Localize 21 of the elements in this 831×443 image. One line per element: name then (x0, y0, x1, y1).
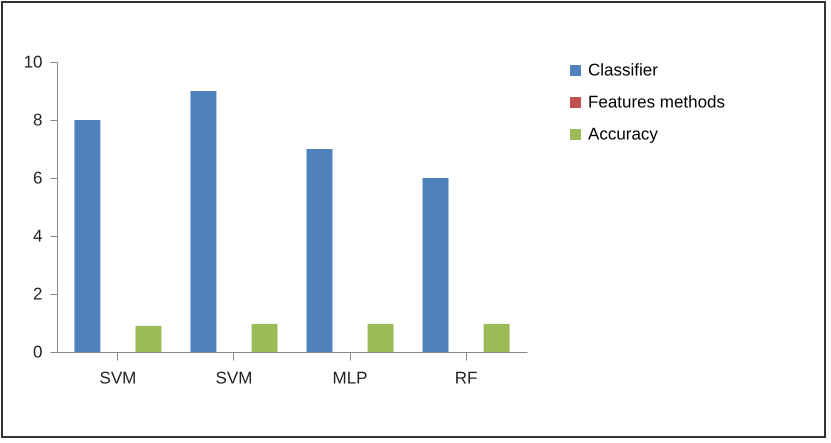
x-tick-label: MLP (332, 368, 368, 388)
y-tick-label: 8 (33, 110, 42, 130)
bar (135, 326, 162, 352)
legend-label: Classifier (588, 60, 658, 80)
bar (190, 91, 216, 352)
bar (368, 324, 394, 352)
bar (422, 178, 449, 352)
legend-label: Accuracy (588, 124, 658, 144)
y-tick-label: 2 (33, 284, 42, 304)
y-tick-label: 4 (33, 226, 42, 246)
y-tick-label: 10 (24, 52, 42, 72)
y-tick-label: 0 (33, 342, 42, 362)
y-tick-label: 6 (33, 168, 42, 188)
x-tick-label: SVM (100, 368, 136, 388)
bar (74, 120, 100, 352)
legend-label: Features methods (588, 92, 726, 112)
x-tick-label: RF (454, 368, 478, 388)
bar (484, 324, 510, 352)
bar (252, 324, 278, 352)
x-tick-label: SVM (216, 368, 252, 388)
bar (306, 149, 332, 352)
